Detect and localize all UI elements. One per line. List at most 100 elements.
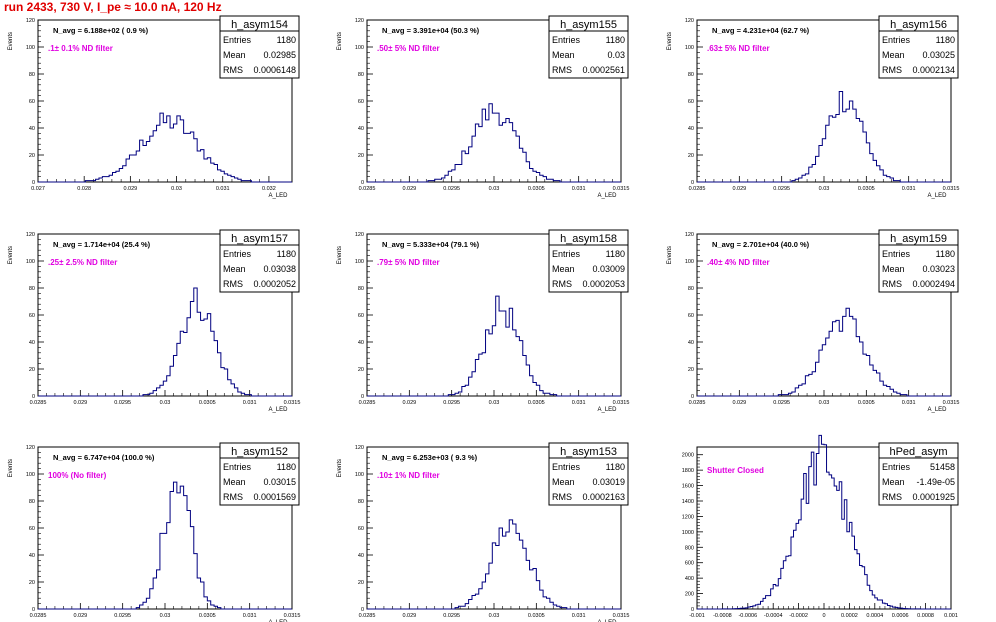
stats-value-entries: 1180 xyxy=(277,35,296,45)
x-tick-label: 0.031 xyxy=(902,400,916,406)
y-tick-label: 80 xyxy=(358,286,364,292)
x-tick-label: 0.029 xyxy=(402,400,416,406)
y-tick-label: 80 xyxy=(688,286,694,292)
stats-label-rms: RMS xyxy=(882,279,902,289)
y-tick-label: 60 xyxy=(29,99,35,105)
stats-box xyxy=(548,457,629,506)
y-axis-label: Events xyxy=(8,32,14,50)
x-tick-label: 0.031 xyxy=(572,613,586,619)
y-tick-label: 100 xyxy=(355,259,364,265)
y-tick-label: 0 xyxy=(691,394,694,400)
x-tick-label: 0.031 xyxy=(572,400,586,406)
stats-label-mean: Mean xyxy=(552,477,575,487)
x-tick-label: 0.0295 xyxy=(114,400,131,406)
x-axis-label: A_LED xyxy=(597,193,617,199)
y-tick-label: 60 xyxy=(29,526,35,532)
y-tick-label: 100 xyxy=(685,45,694,51)
stats-value-mean: 0.03023 xyxy=(922,264,955,274)
stats-value-rms: 0.0002561 xyxy=(582,65,625,75)
stats-value-entries: 1180 xyxy=(936,249,955,259)
y-tick-label: 1600 xyxy=(682,484,694,490)
y-tick-label: 0 xyxy=(32,394,35,400)
stats-value-entries: 1180 xyxy=(606,35,625,45)
x-tick-label: 0.0295 xyxy=(773,400,790,406)
x-tick-label: 0.0285 xyxy=(689,186,706,192)
x-tick-label: 0.03 xyxy=(819,186,830,192)
y-tick-label: 120 xyxy=(355,445,364,451)
stats-label-entries: Entries xyxy=(223,249,252,259)
x-tick-label: 0.0285 xyxy=(30,400,47,406)
y-tick-label: 40 xyxy=(29,126,35,132)
n-avg-label: N_avg = 2.701e+04 (40.0 %) xyxy=(712,240,810,249)
y-tick-label: 40 xyxy=(688,340,694,346)
x-tick-label: 0.0315 xyxy=(613,613,630,619)
filter-annotation: .50± 5% ND filter xyxy=(377,44,440,53)
y-tick-label: 120 xyxy=(26,232,35,238)
y-tick-label: 400 xyxy=(685,576,694,582)
stats-value-mean: 0.03025 xyxy=(922,50,955,60)
stats-value-mean: 0.03015 xyxy=(263,477,296,487)
stats-value-mean: 0.03019 xyxy=(592,477,625,487)
y-tick-label: 0 xyxy=(32,180,35,186)
filter-annotation: .10± 1% ND filter xyxy=(377,471,440,480)
y-tick-label: 100 xyxy=(26,45,35,51)
y-tick-label: 80 xyxy=(358,499,364,505)
x-tick-label: 0.0285 xyxy=(30,613,47,619)
histogram-panel-h_asym154: Events 0 20 40 60 80 100 120 0.027 0.028 0.029 0.03… xyxy=(8,15,300,199)
y-axis-label: Events xyxy=(667,246,673,264)
y-tick-label: 20 xyxy=(358,367,364,373)
stats-label-rms: RMS xyxy=(223,65,243,75)
y-tick-label: 20 xyxy=(29,367,35,373)
histogram-series xyxy=(367,103,621,183)
x-tick-label: 0.0008 xyxy=(917,613,934,619)
x-tick-label: 0.0285 xyxy=(359,186,376,192)
y-tick-label: 60 xyxy=(358,99,364,105)
histogram-name: hPed_asym xyxy=(889,446,947,458)
x-tick-label: 0.0285 xyxy=(689,400,706,406)
stats-label-entries: Entries xyxy=(882,35,911,45)
x-tick-label: 0.0305 xyxy=(199,613,216,619)
y-tick-label: 0 xyxy=(361,607,364,613)
n-avg-label: N_avg = 6.747e+04 (100.0 %) xyxy=(53,453,155,462)
histogram-panel-h_asym158: Events 0 20 40 60 80 100 120 0.0285 0.029 0.0295 0.… xyxy=(337,229,630,413)
filter-annotation: .40± 4% ND filter xyxy=(707,258,770,267)
stats-value-mean: -1.49e-05 xyxy=(916,477,955,487)
x-tick-label: 0.0285 xyxy=(359,400,376,406)
stats-label-mean: Mean xyxy=(552,264,575,274)
histogram-series xyxy=(697,434,951,610)
stats-label-mean: Mean xyxy=(223,264,246,274)
y-tick-label: 60 xyxy=(358,526,364,532)
x-axis-label: A_LED xyxy=(927,193,947,199)
x-axis-label: A_LED xyxy=(597,407,617,413)
run-title: run 2433, 730 V, I_pe ≈ 10.0 nA, 120 Hz xyxy=(4,0,222,14)
y-tick-label: 0 xyxy=(361,180,364,186)
histogram-name: h_asym154 xyxy=(231,19,288,31)
y-tick-label: 20 xyxy=(29,580,35,586)
x-tick-label: 0.0295 xyxy=(114,613,131,619)
n-avg-label: N_avg = 6.188e+02 ( 0.9 %) xyxy=(53,26,149,35)
x-tick-label: 0.0002 xyxy=(841,613,858,619)
stats-label-mean: Mean xyxy=(882,50,905,60)
stats-value-entries: 1180 xyxy=(606,249,625,259)
y-tick-label: 40 xyxy=(358,126,364,132)
filter-annotation: .25± 2.5% ND filter xyxy=(48,258,117,267)
stats-value-mean: 0.03 xyxy=(607,50,625,60)
y-tick-label: 100 xyxy=(685,259,694,265)
y-tick-label: 40 xyxy=(688,126,694,132)
x-tick-label: 0 xyxy=(822,613,825,619)
n-avg-label: N_avg = 3.391e+04 (50.3 %) xyxy=(382,26,480,35)
histogram-panel-h_asym155: Events 0 20 40 60 80 100 120 0.0285 0.029 0.0295 0.… xyxy=(337,15,629,199)
stats-label-entries: Entries xyxy=(882,462,911,472)
stats-box xyxy=(878,30,959,79)
y-tick-label: 120 xyxy=(355,232,364,238)
x-axis-label: A_LED xyxy=(268,407,288,413)
histogram-panel-h_asym156: Events 0 20 40 60 80 100 120 0.0285 0.029 0.0295 0.… xyxy=(667,15,959,199)
filter-annotation: 100% (No filter) xyxy=(48,471,107,480)
y-tick-label: 120 xyxy=(26,445,35,451)
x-tick-label: 0.0315 xyxy=(613,400,630,406)
n-avg-label: N_avg = 1.714e+04 (25.4 %) xyxy=(53,240,151,249)
x-tick-label: 0.0006 xyxy=(892,613,909,619)
stats-value-mean: 0.03038 xyxy=(263,264,296,274)
stats-value-mean: 0.02985 xyxy=(263,50,296,60)
